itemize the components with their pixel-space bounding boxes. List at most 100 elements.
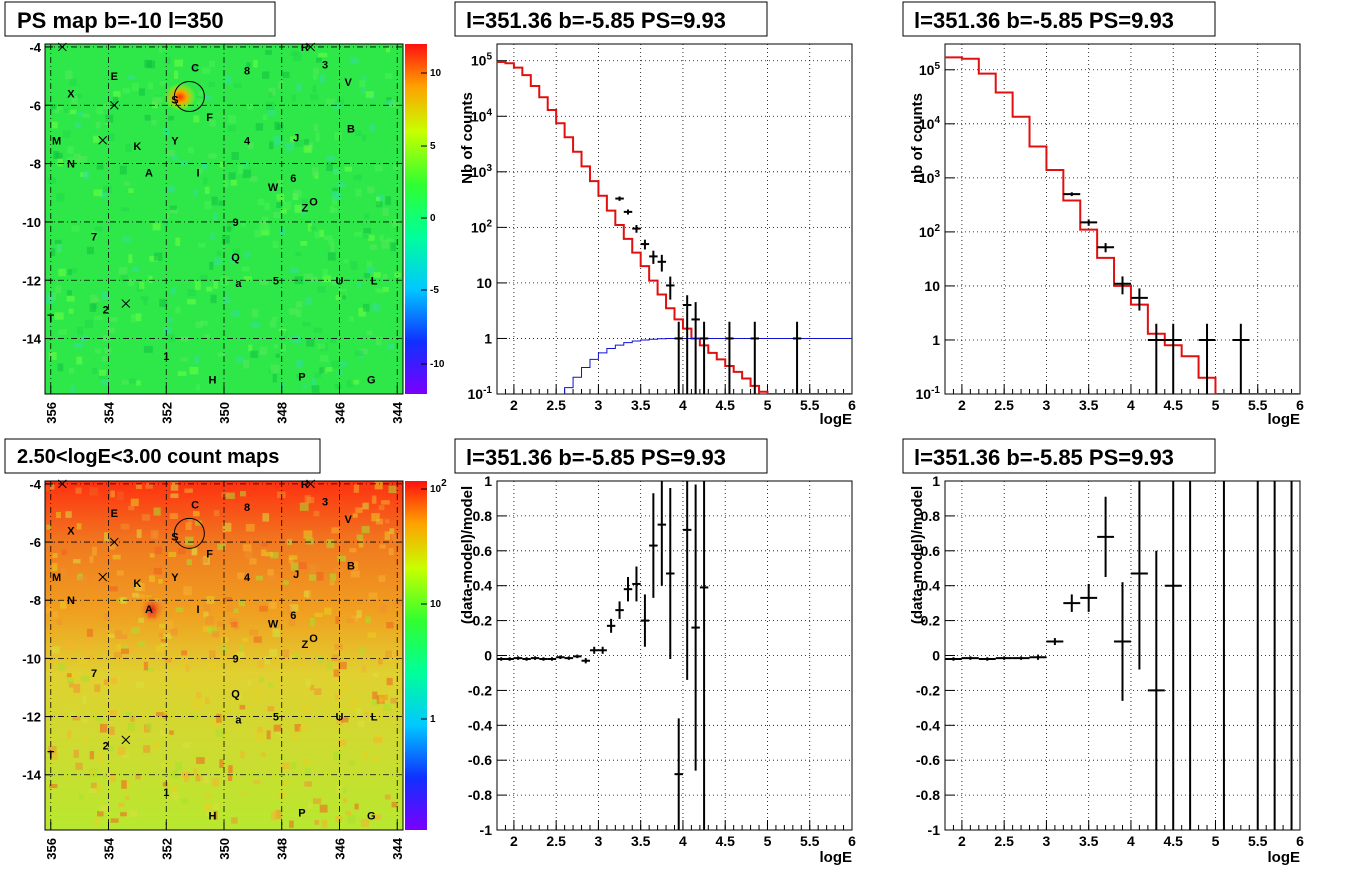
ytick-label: 0.6	[473, 543, 493, 559]
palette-tick-label: 0	[430, 213, 436, 224]
source-label: K	[133, 578, 141, 590]
map-texture-cell	[289, 820, 294, 828]
map-texture-cell	[248, 142, 254, 150]
map-texture-cell	[205, 616, 214, 625]
ytick-label: -0.4	[468, 717, 492, 733]
map-texture-cell	[193, 699, 203, 708]
map-xtick-label: 344	[390, 401, 405, 423]
map-texture-cell	[236, 651, 245, 660]
map-texture-cell	[52, 563, 58, 572]
map-texture-cell	[230, 622, 238, 628]
ytick-label: 0	[484, 648, 492, 664]
map-texture-cell	[350, 57, 359, 64]
residual-1-panel: l=351.36 b=-5.85 PS=9.93 (data-model)/mo…	[454, 438, 856, 866]
map-texture-cell	[209, 261, 214, 270]
map-texture-cell	[382, 207, 389, 216]
map-texture-cell	[287, 605, 292, 615]
map-texture-cell	[337, 98, 344, 105]
map-texture-cell	[110, 678, 117, 685]
map-texture-cell	[326, 162, 333, 172]
source-label: I	[196, 167, 199, 179]
map-texture-cell	[202, 626, 211, 632]
map-texture-cell	[327, 252, 336, 261]
map-texture-cell	[168, 551, 177, 558]
map-texture-cell	[275, 353, 281, 358]
map-texture-cell	[361, 525, 370, 534]
map-texture-cell	[73, 749, 79, 758]
map-texture-cell	[250, 350, 259, 359]
map-texture-cell	[61, 568, 66, 577]
map-texture-cell	[353, 561, 359, 570]
map-texture-cell	[185, 522, 192, 531]
map-texture-cell	[117, 746, 126, 755]
source-label: 6	[290, 173, 296, 185]
map-texture-cell	[334, 567, 344, 573]
map-texture-cell	[378, 575, 386, 582]
map-texture-cell	[310, 276, 318, 282]
map-texture-cell	[359, 80, 366, 88]
map-texture-cell	[337, 555, 346, 562]
map-texture-cell	[277, 179, 283, 187]
map-texture-cell	[128, 378, 137, 384]
map-texture-cell	[386, 100, 394, 106]
map-texture-cell	[190, 715, 197, 720]
map-texture-cell	[128, 188, 134, 194]
map-texture-cell	[170, 493, 179, 499]
map-texture-cell	[311, 385, 320, 393]
map-texture-cell	[57, 363, 64, 372]
map-texture-cell	[326, 155, 335, 161]
map-texture-cell	[240, 750, 245, 759]
xtick-label: 2.5	[546, 397, 566, 413]
map-texture-cell	[240, 221, 246, 227]
map-texture-cell	[65, 511, 72, 518]
map-texture-cell	[282, 71, 290, 79]
map-texture-cell	[122, 752, 129, 759]
map-texture-cell	[187, 289, 197, 297]
map-texture-cell	[283, 580, 289, 585]
xtick-label: 3.5	[631, 397, 651, 413]
map-texture-cell	[257, 726, 263, 733]
map-texture-cell	[340, 362, 347, 367]
map-texture-cell	[155, 645, 165, 653]
ytick-label: 104	[471, 107, 493, 124]
spectrum-1-xlabel: logE	[820, 411, 853, 428]
source-label: R	[301, 479, 309, 491]
map-ytick-label: -14	[22, 768, 42, 783]
map-xtick-label: 356	[44, 838, 59, 860]
map-texture-cell	[193, 768, 198, 775]
source-label: U	[336, 275, 344, 287]
map-texture-cell	[236, 356, 245, 363]
map-texture-cell	[122, 236, 131, 243]
residual-1-plot: 2 2.5 3 3.5 4 4.5 5 5.5 6 1 0.8 0.6 0.4 0.2 0 -0.2 -0.4 -…	[468, 473, 856, 849]
map-texture-cell	[94, 818, 100, 826]
map-texture-cell	[100, 192, 108, 198]
map-texture-cell	[159, 298, 168, 307]
residual-2-ylabel: (data-model)/model	[909, 486, 926, 624]
map-texture-cell	[57, 157, 64, 167]
source-label: B	[347, 560, 355, 572]
map-xtick-label: 348	[275, 402, 290, 424]
xtick-label: 3	[1043, 397, 1051, 413]
map-texture-cell	[272, 316, 278, 322]
source-label: X	[67, 525, 75, 537]
map-texture-cell	[311, 378, 317, 388]
map-texture-cell	[304, 781, 313, 787]
map-texture-cell	[295, 251, 302, 256]
map-texture-cell	[217, 543, 226, 551]
map-texture-cell	[340, 291, 346, 300]
map-texture-cell	[253, 59, 258, 68]
source-label: 8	[244, 502, 250, 514]
map-texture-cell	[375, 201, 383, 208]
source-label: S	[171, 531, 178, 543]
xtick-label: 3.5	[1079, 397, 1099, 413]
map-texture-cell	[66, 295, 75, 302]
map-texture-cell	[302, 706, 311, 713]
map-texture-cell	[239, 644, 245, 651]
map-texture-cell	[50, 104, 57, 110]
map-texture-cell	[156, 712, 164, 717]
map-texture-cell	[303, 139, 310, 147]
map-texture-cell	[69, 78, 77, 86]
map-texture-cell	[251, 322, 260, 329]
map-ytick-label: -10	[22, 651, 41, 666]
map-texture-cell	[329, 581, 335, 586]
